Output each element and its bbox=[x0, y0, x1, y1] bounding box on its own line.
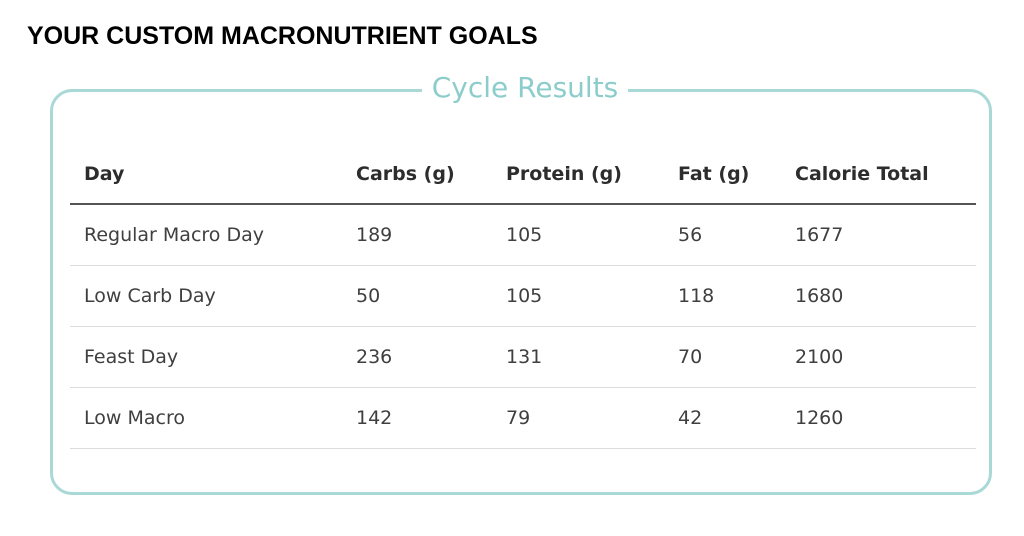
cell-calories: 1260 bbox=[781, 387, 976, 449]
column-header-calories: Calorie Total bbox=[781, 144, 976, 205]
cell-fat: 56 bbox=[664, 204, 781, 266]
cell-calories: 1680 bbox=[781, 265, 976, 327]
cell-day: Low Carb Day bbox=[70, 265, 342, 327]
cell-day: Low Macro bbox=[70, 387, 342, 449]
cell-protein: 105 bbox=[492, 204, 664, 266]
macro-table: Day Carbs (g) Protein (g) Fat (g) Calori… bbox=[70, 144, 976, 449]
cell-protein: 105 bbox=[492, 265, 664, 327]
cell-protein: 131 bbox=[492, 326, 664, 388]
table-header-row: Day Carbs (g) Protein (g) Fat (g) Calori… bbox=[70, 144, 976, 205]
cell-protein: 79 bbox=[492, 387, 664, 449]
table-row: Low Carb Day 50 105 118 1680 bbox=[70, 265, 976, 327]
column-header-day: Day bbox=[70, 144, 342, 205]
cell-day: Feast Day bbox=[70, 326, 342, 388]
table-row: Feast Day 236 131 70 2100 bbox=[70, 326, 976, 388]
column-header-fat: Fat (g) bbox=[664, 144, 781, 205]
cell-carbs: 236 bbox=[342, 326, 492, 388]
page-title: YOUR CUSTOM MACRONUTRIENT GOALS bbox=[27, 22, 538, 50]
cell-carbs: 50 bbox=[342, 265, 492, 327]
cell-fat: 70 bbox=[664, 326, 781, 388]
cell-fat: 118 bbox=[664, 265, 781, 327]
table-row: Regular Macro Day 189 105 56 1677 bbox=[70, 204, 976, 266]
cell-carbs: 189 bbox=[342, 204, 492, 266]
cell-carbs: 142 bbox=[342, 387, 492, 449]
cell-day: Regular Macro Day bbox=[70, 204, 342, 266]
column-header-protein: Protein (g) bbox=[492, 144, 664, 205]
column-header-carbs: Carbs (g) bbox=[342, 144, 492, 205]
table-row: Low Macro 142 79 42 1260 bbox=[70, 387, 976, 449]
cell-calories: 1677 bbox=[781, 204, 976, 266]
cell-fat: 42 bbox=[664, 387, 781, 449]
cell-calories: 2100 bbox=[781, 326, 976, 388]
